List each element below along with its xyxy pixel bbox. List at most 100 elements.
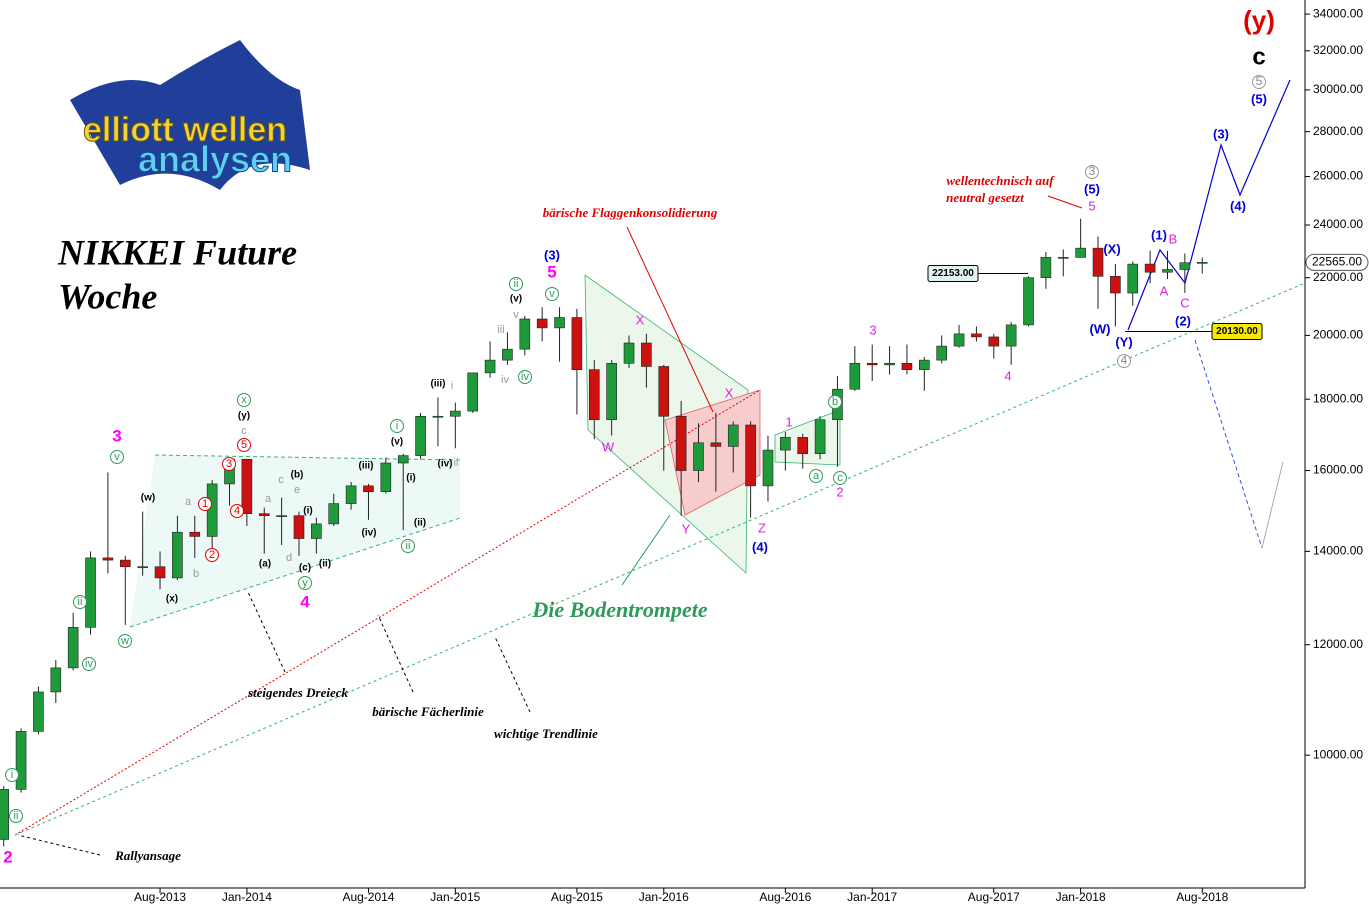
x-tick-label: Jan-2016: [639, 890, 689, 904]
candle-body: [1005, 324, 1017, 347]
x-tick-label: Aug-2016: [759, 890, 811, 904]
annotation: bärische Fächerlinie: [372, 704, 484, 719]
annotation: ii: [78, 596, 83, 608]
wave-circle: [1085, 165, 1099, 179]
annotation: ii: [14, 810, 19, 822]
candle-body: [1144, 263, 1156, 273]
annotation: (y): [238, 411, 250, 422]
candle-body: [293, 515, 305, 539]
annotation: 2: [209, 549, 215, 561]
annotation: wellentechnisch auf: [946, 173, 1055, 188]
candle-body: [432, 415, 444, 418]
logo: elliott wellen analysen: [70, 40, 310, 190]
annotation: iv: [501, 374, 509, 386]
wave-circle: [545, 287, 559, 301]
wave-circle: [9, 809, 23, 823]
annotation: 5: [547, 262, 556, 281]
y-tick-label: 24000.00: [1313, 217, 1363, 231]
y-tick-label: 32000.00: [1313, 43, 1363, 57]
annotation: b: [832, 396, 838, 408]
candle-body: [849, 362, 861, 390]
candle-body: [1179, 262, 1191, 270]
candle-body: [85, 557, 96, 628]
annotation: c: [1252, 43, 1265, 70]
arrow: [626, 226, 714, 413]
candle-body: [50, 667, 62, 693]
candle-body: [1196, 262, 1208, 264]
annotation: 5: [1088, 198, 1095, 213]
candle-body: [102, 557, 114, 561]
wave-circle: [198, 497, 212, 511]
annotation: e: [294, 484, 300, 496]
annotation: v: [114, 451, 120, 463]
candle-body: [953, 333, 965, 347]
x-tick-label: Aug-2014: [342, 890, 394, 904]
candle-body: [154, 566, 166, 579]
chart-title: NIKKEI Future: [57, 232, 297, 272]
candle-body: [1075, 247, 1086, 258]
wave-circle: [390, 419, 404, 433]
annotation: x: [241, 394, 247, 406]
annotation: (y): [1243, 5, 1275, 35]
candle-body: [745, 424, 756, 487]
candle-body: [936, 345, 947, 361]
annotation: w: [120, 635, 129, 647]
annotation: A: [1160, 283, 1169, 298]
wave-circle: [509, 277, 523, 291]
candle-body: [919, 359, 930, 370]
candle-body: [588, 369, 600, 421]
annotation: (iii): [431, 379, 446, 390]
annotation: 2: [3, 847, 12, 866]
annotation: 4: [1121, 353, 1128, 367]
forecast-alt: [1261, 461, 1284, 549]
wave-circle: [298, 576, 312, 590]
candle-body: [1162, 269, 1173, 273]
annotation: (4): [1230, 198, 1246, 213]
candle-body: [397, 455, 409, 464]
annotation: c: [837, 472, 843, 484]
annotation: X: [725, 385, 734, 400]
annotation: (5): [1251, 91, 1267, 106]
candle-body: [1057, 257, 1069, 259]
wave-circle: [1252, 75, 1266, 89]
wave-circle: [1117, 354, 1131, 368]
annotation: a: [185, 496, 192, 508]
candle-body: [658, 366, 670, 417]
x-tick-label: Aug-2013: [134, 890, 186, 904]
candle-body: [467, 372, 478, 412]
wave-circle: [82, 657, 96, 671]
wave-circle: [205, 548, 219, 562]
triangle-line: [154, 454, 461, 461]
annotation: (x): [166, 594, 178, 605]
candle-body: [780, 437, 791, 451]
annotation: 1: [202, 498, 208, 510]
annotation: c: [278, 474, 284, 486]
candle-body: [884, 362, 895, 366]
candle-body: [1110, 276, 1121, 294]
candle-body: [415, 415, 426, 456]
candle-body: [762, 449, 774, 487]
annotation: (W): [1090, 321, 1111, 336]
wave-circle: [237, 438, 251, 452]
annotation: (iv): [438, 459, 453, 470]
candle-body: [536, 318, 548, 329]
wave-circle: [222, 457, 236, 471]
annotation: 5: [241, 439, 247, 451]
candle-body: [276, 515, 287, 517]
candle-body: [866, 362, 878, 366]
annotation: i: [11, 769, 13, 781]
wave-circle: [828, 395, 842, 409]
annotation: (Y): [1115, 334, 1132, 349]
annotation: 3: [226, 458, 232, 470]
candle-body: [172, 531, 183, 579]
candle-body: [901, 362, 913, 370]
wave-circle: [110, 450, 124, 464]
annotation: ii: [514, 278, 519, 290]
x-tick-label: Aug-2015: [551, 890, 603, 904]
price-box: [1305, 253, 1369, 271]
annotation: Z: [758, 520, 766, 535]
price-box: [1211, 322, 1263, 340]
annotation: ii: [406, 540, 411, 552]
x-tick-label: Aug-2018: [1176, 890, 1228, 904]
